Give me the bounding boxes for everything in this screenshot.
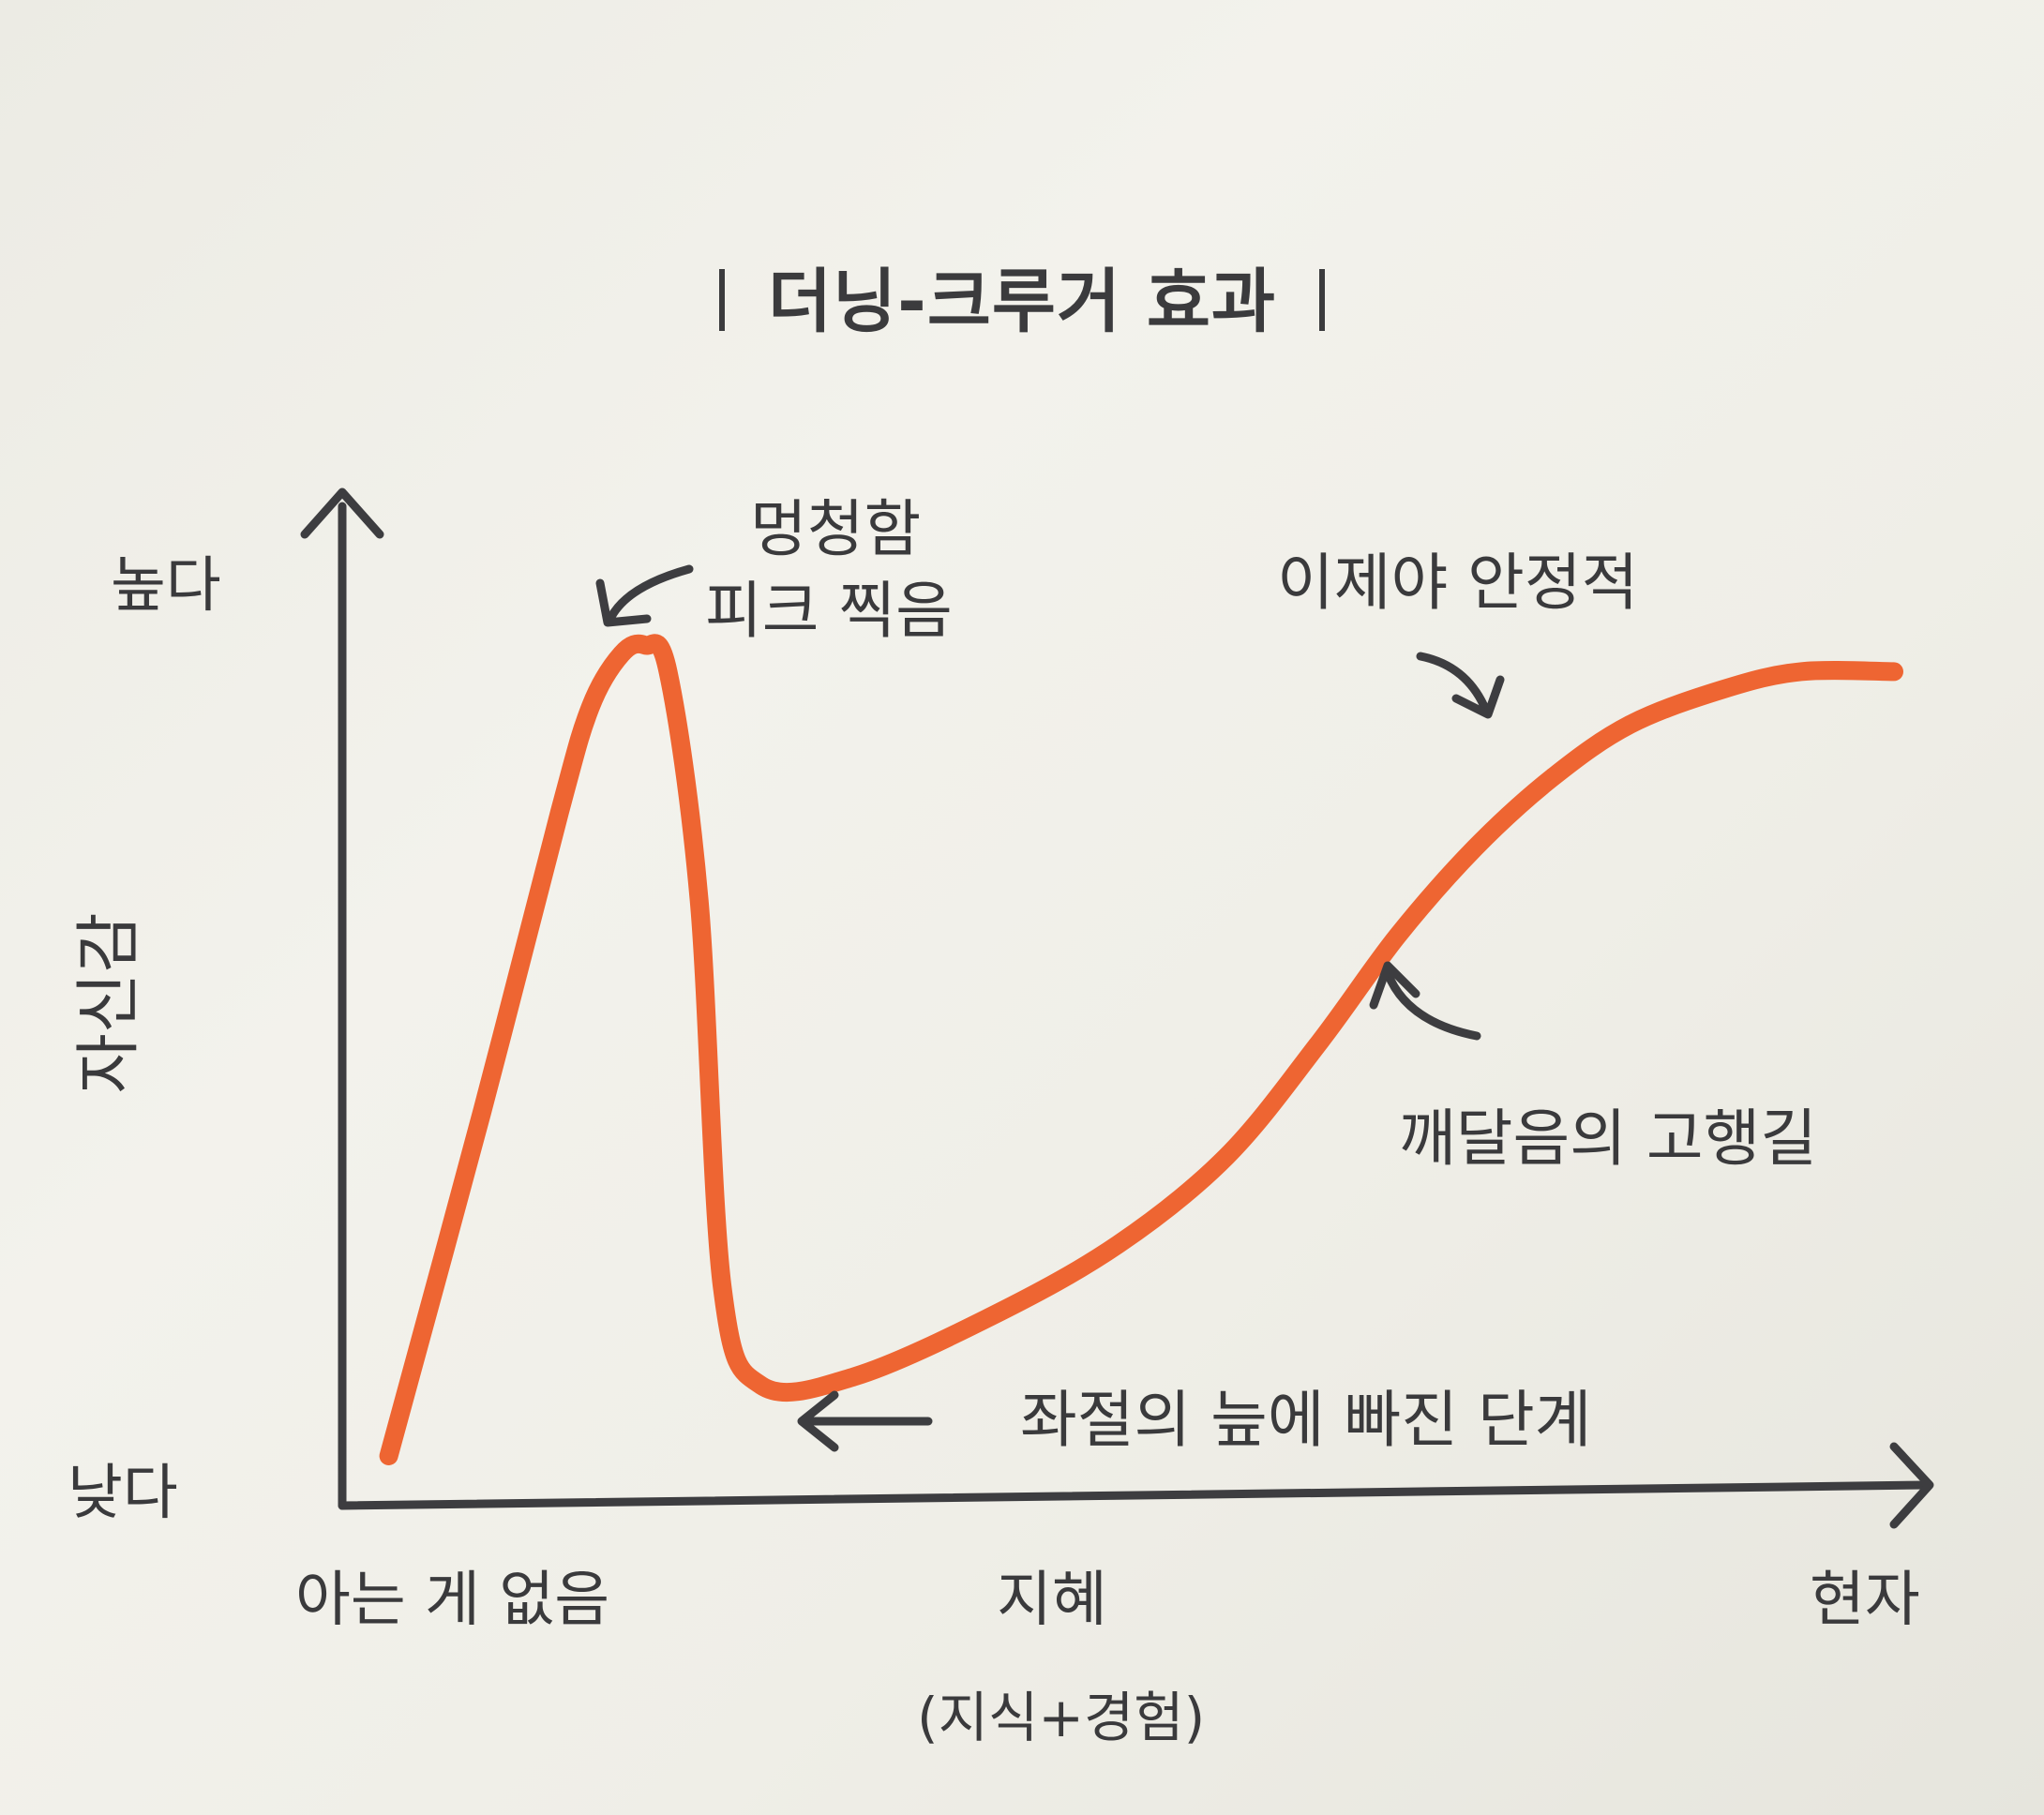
title-right-bar — [1319, 269, 1326, 332]
x-axis-sublabel: (지식+경험) — [917, 1686, 1206, 1749]
y-axis-label: 자신감 — [69, 912, 147, 1094]
x-axis-label: 지혜 — [997, 1566, 1107, 1635]
peak-annotation-line1: 멍청함 — [750, 493, 922, 565]
chart-title-text: 더닝-크루거 효과 — [767, 262, 1277, 342]
valley-annotation: 좌절의 늪에 빠진 단계 — [1020, 1384, 1592, 1456]
x-tick-end: 현자 — [1810, 1566, 1920, 1635]
confidence-curve — [379, 634, 1903, 1465]
slope-annotation-arrow — [1369, 961, 1481, 1041]
y-axis-arrowhead — [300, 488, 384, 539]
plateau-annotation-arrow — [1416, 652, 1505, 719]
chart-title: 더닝-크루거 효과 — [0, 246, 2044, 346]
peak-annotation-arrow — [595, 564, 694, 627]
y-tick-high: 높다 — [111, 551, 221, 621]
slope-annotation: 깨달음의 고행길 — [1399, 1102, 1818, 1175]
y-tick-low: 낮다 — [68, 1459, 178, 1528]
peak-annotation-line2: 피크 찍음 — [705, 575, 953, 647]
plateau-annotation: 이제야 안정적 — [1277, 547, 1639, 619]
x-axis-line — [338, 1480, 1931, 1510]
valley-annotation-arrow — [797, 1390, 933, 1452]
x-tick-start: 아는 게 없음 — [295, 1566, 610, 1635]
title-left-bar — [718, 269, 725, 332]
x-axis-arrowhead — [1889, 1442, 1934, 1529]
